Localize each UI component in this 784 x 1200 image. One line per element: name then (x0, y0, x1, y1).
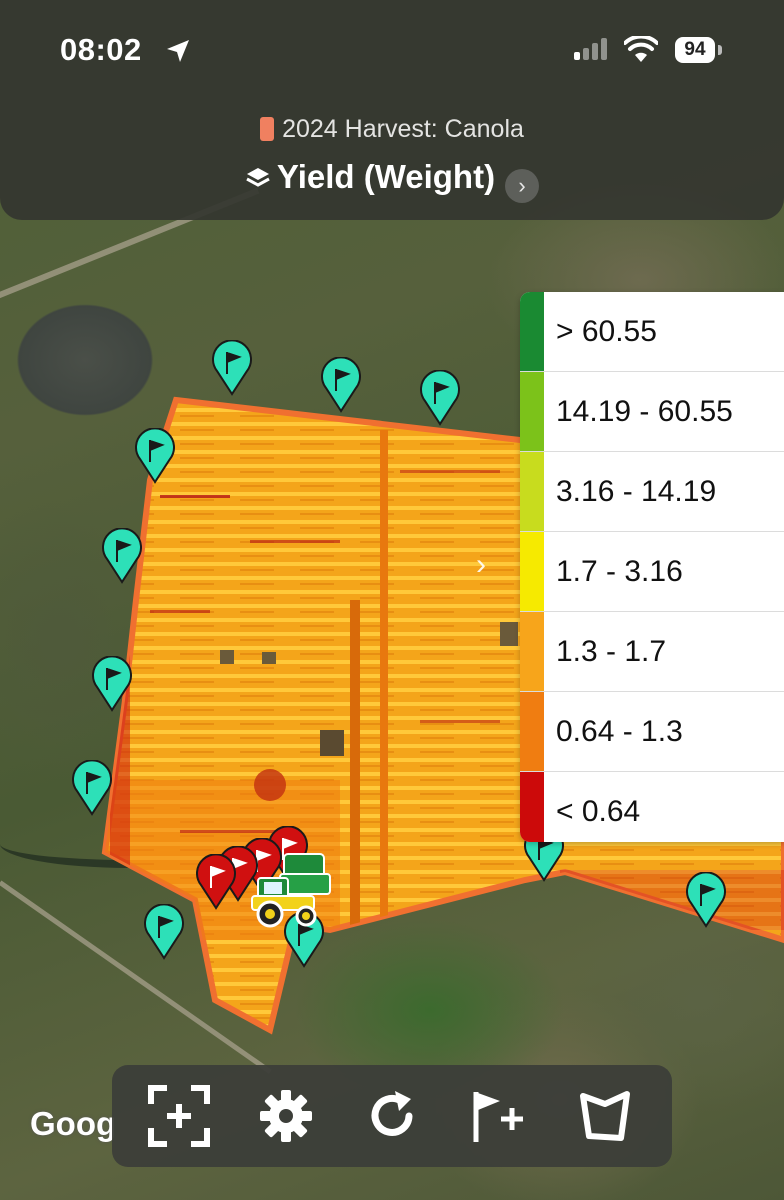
refresh-button[interactable] (350, 1074, 434, 1158)
field-marker[interactable] (92, 656, 132, 712)
clock: 08:02 (60, 32, 142, 67)
legend-swatch (520, 692, 544, 771)
add-flag-button[interactable] (456, 1074, 540, 1158)
refresh-icon (371, 1091, 413, 1136)
frame-plus-icon (148, 1085, 211, 1147)
wifi-icon (623, 34, 659, 69)
legend-label: 14.19 - 60.55 (556, 394, 733, 428)
battery-tip (718, 45, 722, 55)
legend-item: 3.16 - 14.19 (520, 452, 784, 532)
legend-toggle-chevron[interactable]: › (476, 548, 486, 581)
legend-label: > 60.55 (556, 314, 657, 348)
flag-icon (72, 760, 112, 816)
field-shape-button[interactable] (563, 1074, 647, 1158)
legend-item: 1.3 - 1.7 (520, 612, 784, 692)
legend-item: 0.64 - 1.3 (520, 692, 784, 772)
legend-item: 14.19 - 60.55 (520, 372, 784, 452)
selected-marker[interactable] (196, 854, 236, 910)
legend-label: 1.7 - 3.16 (556, 554, 683, 588)
flag-icon (420, 370, 460, 426)
flag-icon (686, 872, 726, 928)
settings-button[interactable] (244, 1074, 328, 1158)
season-label: 2024 Harvest: Canola (282, 115, 524, 143)
yield-legend[interactable]: > 60.55 14.19 - 60.55 3.16 - 14.19 1.7 -… (520, 292, 784, 842)
flag-icon (135, 428, 175, 484)
flag-icon (321, 357, 361, 413)
google-attribution: Goog (30, 1105, 117, 1142)
location-arrow-icon (165, 38, 191, 69)
layer-header: 2024 Harvest: Canola Yield (Weight) › (0, 0, 784, 220)
legend-swatch (520, 772, 544, 842)
status-bar: 08:02 94 (0, 0, 784, 100)
season-label-row[interactable]: 2024 Harvest: Canola (0, 115, 784, 144)
polygon-icon (579, 1091, 630, 1141)
field-marker[interactable] (144, 904, 184, 960)
legend-label: 1.3 - 1.7 (556, 634, 667, 668)
combine-harvester-icon[interactable] (250, 848, 334, 935)
field-marker[interactable] (420, 370, 460, 426)
legend-label: 3.16 - 14.19 (556, 474, 717, 508)
legend-item: < 0.64 (520, 772, 784, 842)
legend-label: 0.64 - 1.3 (556, 714, 683, 748)
layer-selector[interactable]: Yield (Weight) › (0, 158, 784, 203)
legend-swatch (520, 612, 544, 691)
flag-icon (212, 340, 252, 396)
legend-swatch (520, 372, 544, 451)
field-marker[interactable] (212, 340, 252, 396)
legend-swatch (520, 532, 544, 611)
field-marker[interactable] (321, 357, 361, 413)
season-color-swatch (260, 117, 275, 141)
field-marker[interactable] (72, 760, 112, 816)
map-toolbar (112, 1065, 672, 1167)
legend-swatch (520, 292, 544, 371)
flag-icon (92, 656, 132, 712)
layers-icon (245, 161, 271, 199)
legend-item: 1.7 - 3.16 (520, 532, 784, 612)
legend-label: < 0.64 (556, 795, 641, 828)
add-boundary-button[interactable] (137, 1074, 221, 1158)
flag-icon (196, 854, 236, 910)
legend-item: > 60.55 (520, 292, 784, 372)
field-marker[interactable] (102, 528, 142, 584)
legend-swatch (520, 452, 544, 531)
field-marker[interactable] (135, 428, 175, 484)
field-marker[interactable] (686, 872, 726, 928)
flag-icon (102, 528, 142, 584)
flag-plus-icon (473, 1092, 524, 1142)
battery-icon: 94 (675, 37, 715, 63)
signal-icon (574, 38, 607, 60)
gear-icon (259, 1090, 312, 1142)
chevron-right-icon[interactable]: › (505, 169, 540, 203)
layer-title: Yield (Weight) (276, 158, 496, 195)
flag-icon (144, 904, 184, 960)
